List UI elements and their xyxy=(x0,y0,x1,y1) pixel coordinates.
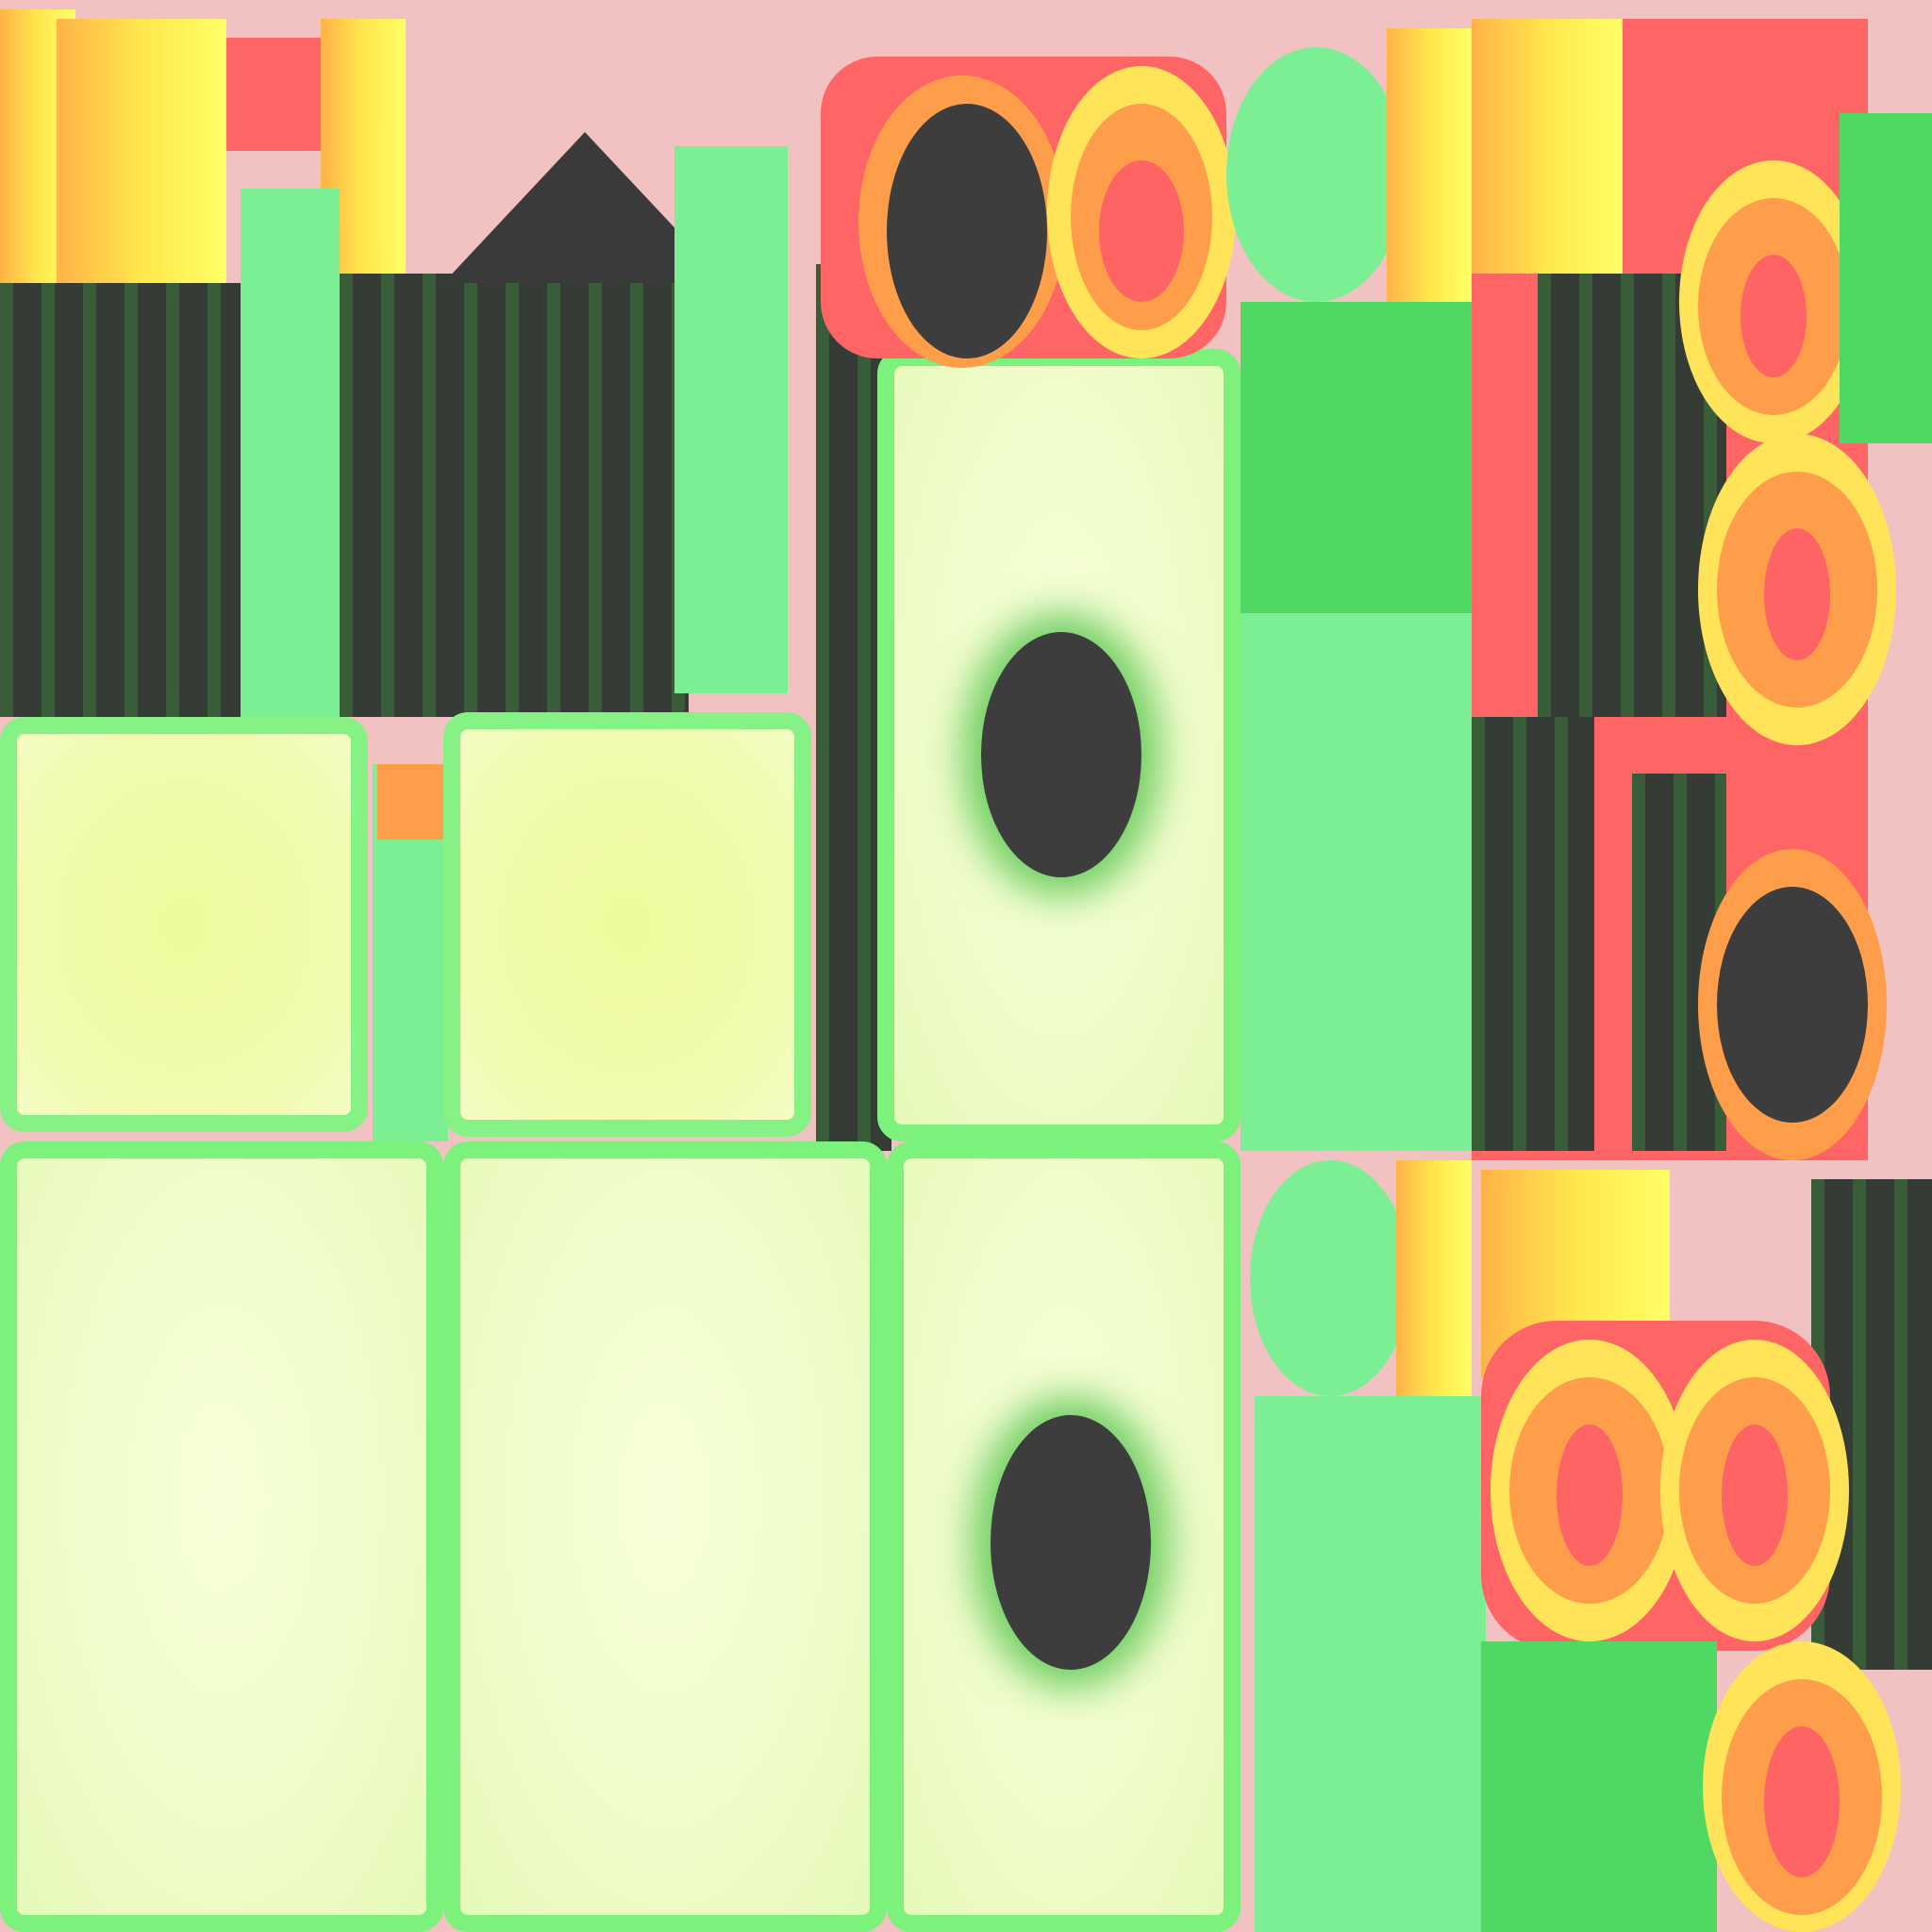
bar-right-2 xyxy=(1472,19,1623,274)
mint-ellipse-top xyxy=(1226,47,1406,302)
bar-top-2 xyxy=(57,19,226,283)
mint-block-2 xyxy=(1255,1396,1486,1932)
mint-column-2 xyxy=(675,146,788,693)
ring-7-inner xyxy=(1722,1424,1788,1566)
ring-2-inner xyxy=(1099,160,1184,302)
mint-block-1 xyxy=(1241,613,1472,1151)
dark-hole-2 xyxy=(991,1415,1151,1670)
ring-3-inner xyxy=(1740,255,1807,377)
dark-strip-right-2 xyxy=(1472,717,1594,1151)
pale-tile-3 xyxy=(0,1141,443,1932)
ring-8-inner xyxy=(1764,1726,1840,1877)
pale-tile-2 xyxy=(443,712,811,1137)
ring-5-inner xyxy=(1717,887,1868,1123)
ring-6-inner xyxy=(1557,1424,1623,1566)
red-patch-top xyxy=(226,38,321,151)
bar-right-1 xyxy=(1387,28,1472,302)
ring-4-inner xyxy=(1764,528,1830,660)
ring-1-inner xyxy=(887,104,1047,358)
mint-column-1 xyxy=(241,189,340,717)
dark-strip-left xyxy=(0,283,245,717)
pale-tile-4 xyxy=(443,1141,887,1932)
green-block-right-top xyxy=(1840,113,1932,443)
pale-tile-1 xyxy=(0,717,368,1132)
dark-hole-1 xyxy=(981,632,1141,877)
green-block-1 xyxy=(1241,302,1472,613)
mint-ellipse-bottom xyxy=(1250,1160,1410,1396)
dark-strip-center xyxy=(340,274,689,717)
orange-chip xyxy=(377,764,443,840)
bar-right-3 xyxy=(1396,1160,1472,1396)
green-block-2 xyxy=(1481,1641,1717,1932)
